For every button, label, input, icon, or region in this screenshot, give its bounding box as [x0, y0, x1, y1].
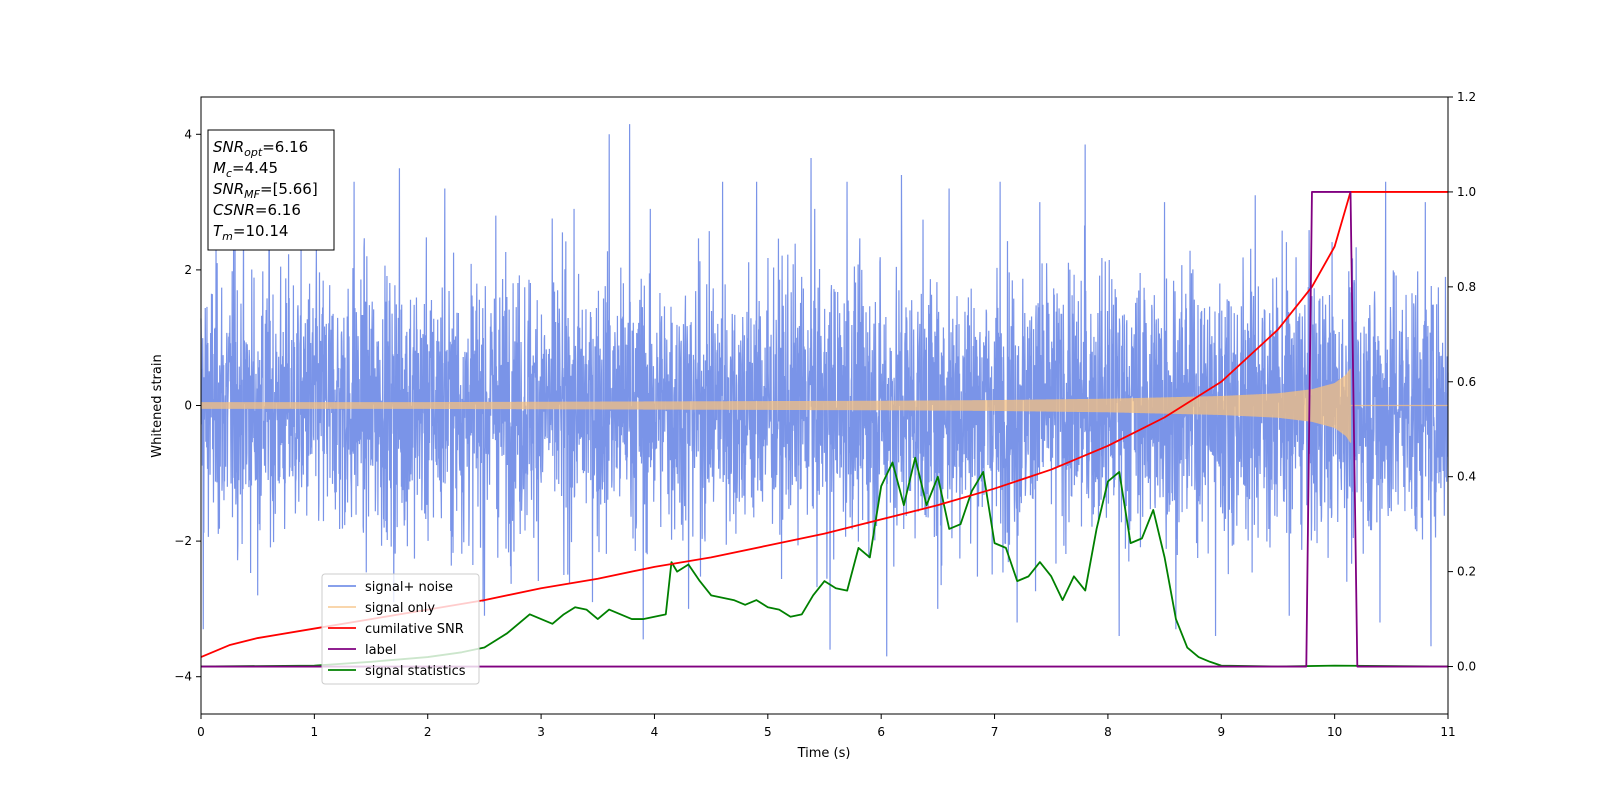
- signal-plus-noise-series: [200, 124, 1449, 657]
- y2-tick-label: 0.4: [1457, 470, 1476, 484]
- signal-only-series: [200, 368, 1448, 443]
- y2-tick-label: 0.0: [1457, 660, 1476, 674]
- y2-tick-label: 0.8: [1457, 280, 1476, 294]
- x-tick-label: 1: [311, 725, 319, 739]
- y-tick-label: −4: [174, 670, 192, 684]
- annotation-line: SNRopt=6.16: [213, 138, 308, 159]
- annotation-subscript: MF: [244, 188, 260, 201]
- x-tick-label: 7: [991, 725, 999, 739]
- annotation-line: CSNR=6.16: [213, 201, 301, 219]
- x-tick-label: 4: [651, 725, 659, 739]
- legend-label: signal+ noise: [365, 580, 453, 595]
- annotation-symbol: T: [213, 222, 224, 240]
- annotation-subscript: opt: [244, 146, 263, 159]
- legend-label: signal only: [365, 601, 435, 616]
- signal-statistics-line: [200, 456, 1449, 668]
- x-tick-label: 3: [537, 725, 545, 739]
- annotation-line: SNRMF=[5.66]: [213, 180, 318, 201]
- annotation-line: Mc=4.45: [213, 159, 278, 180]
- annotation-box: SNRopt=6.16Mc=4.45SNRMF=[5.66]CSNR=6.16T…: [207, 129, 335, 251]
- legend-label: cumilative SNR: [365, 622, 464, 637]
- y-tick-label: 2: [184, 263, 192, 277]
- annotation-symbol: M: [213, 159, 226, 177]
- x-tick-label: 10: [1327, 725, 1342, 739]
- x-tick-label: 8: [1104, 725, 1112, 739]
- annotation-symbol: CSNR: [213, 201, 255, 219]
- x-tick-label: 5: [764, 725, 772, 739]
- annotation-subscript: c: [226, 167, 232, 180]
- legend: signal+ noise signal only cumilative SNR la…: [321, 573, 480, 685]
- annotation-symbol: SNR: [213, 180, 244, 198]
- y-tick-label: −2: [174, 534, 192, 548]
- y-tick-label: 4: [184, 127, 192, 141]
- y2-tick-label: 1.0: [1457, 185, 1476, 199]
- annotation-value: =[5.66]: [260, 180, 318, 198]
- y-axis-label: Whitened strain: [150, 354, 165, 457]
- x-tick-label: 9: [1217, 725, 1225, 739]
- annotation-value: =6.16: [255, 201, 301, 219]
- y2-tick-label: 0.6: [1457, 375, 1476, 389]
- legend-frame: [321, 573, 480, 685]
- x-tick-label: 6: [877, 725, 885, 739]
- y2-tick-label: 0.2: [1457, 565, 1476, 579]
- annotation-value: =4.45: [232, 159, 278, 177]
- annotation-subscript: m: [222, 230, 233, 243]
- signal-only-line: [200, 368, 1448, 443]
- x-tick-label: 11: [1440, 725, 1455, 739]
- label-line: [201, 191, 1448, 668]
- annotation-value: =6.16: [262, 138, 308, 156]
- x-tick-label: 2: [424, 725, 432, 739]
- x-axis-label: Time (s): [797, 746, 851, 761]
- legend-label: label: [365, 643, 396, 658]
- annotation-value: =10.14: [233, 222, 289, 240]
- y-axis-right: 0.0 0.2 0.4 0.6 0.8 1.0 1.2: [1448, 90, 1476, 674]
- annotation-line: Tm=10.14: [213, 222, 288, 243]
- x-axis: 0 1 2 3 4 5 6 7 8 9 10 11: [197, 714, 1456, 739]
- y-axis-left: −4 −2 0 2 4: [174, 127, 201, 684]
- x-tick-label: 0: [197, 725, 205, 739]
- annotation-frame: [207, 129, 335, 251]
- signal-plus-noise-line: [200, 124, 1449, 657]
- y-tick-label: 0: [184, 399, 192, 413]
- legend-label: signal statistics: [365, 664, 466, 679]
- y2-tick-label: 1.2: [1457, 90, 1476, 104]
- annotation-symbol: SNR: [213, 138, 244, 156]
